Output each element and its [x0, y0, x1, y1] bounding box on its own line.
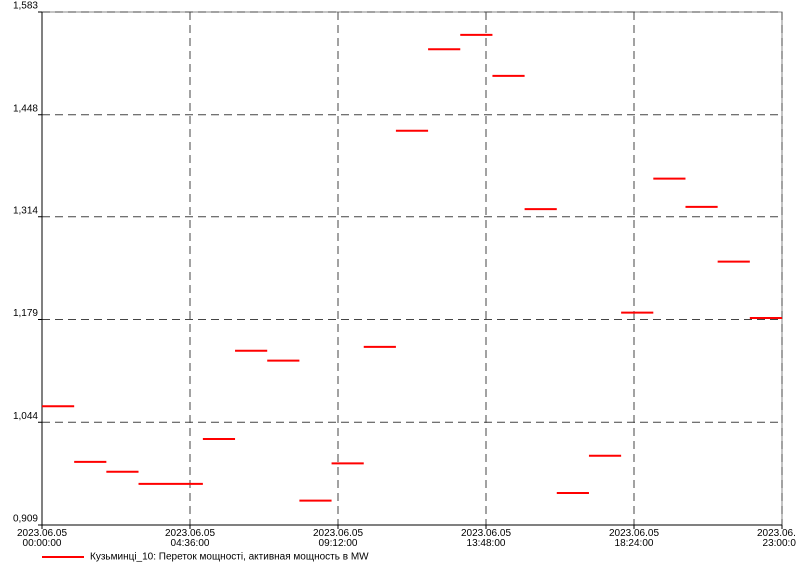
x-tick-label: 2023.06.05 23:00:00 [756, 528, 796, 549]
x-tick-label: 2023.06.05 00:00:00 [16, 528, 68, 549]
y-tick-label: 1,044 [13, 411, 38, 422]
y-tick-label: 0,909 [13, 514, 38, 525]
y-tick-label: 1,314 [13, 205, 38, 216]
series-line [42, 33, 782, 502]
plot-frame [41, 11, 783, 526]
x-tick-label: 2023.06.05 18:24:00 [608, 528, 660, 549]
legend-label: Кузьминці_10: Переток мощності, активная… [90, 552, 369, 563]
x-tick-label: 2023.06.05 13:48:00 [460, 528, 512, 549]
x-tick-label: 2023.06.05 09:12:00 [312, 528, 364, 549]
y-tick-label: 1,448 [13, 103, 38, 114]
y-tick-label: 1,179 [13, 308, 38, 319]
x-tick-label: 2023.06.05 04:36:00 [164, 528, 216, 549]
y-tick-label: 1,583 [13, 1, 38, 12]
